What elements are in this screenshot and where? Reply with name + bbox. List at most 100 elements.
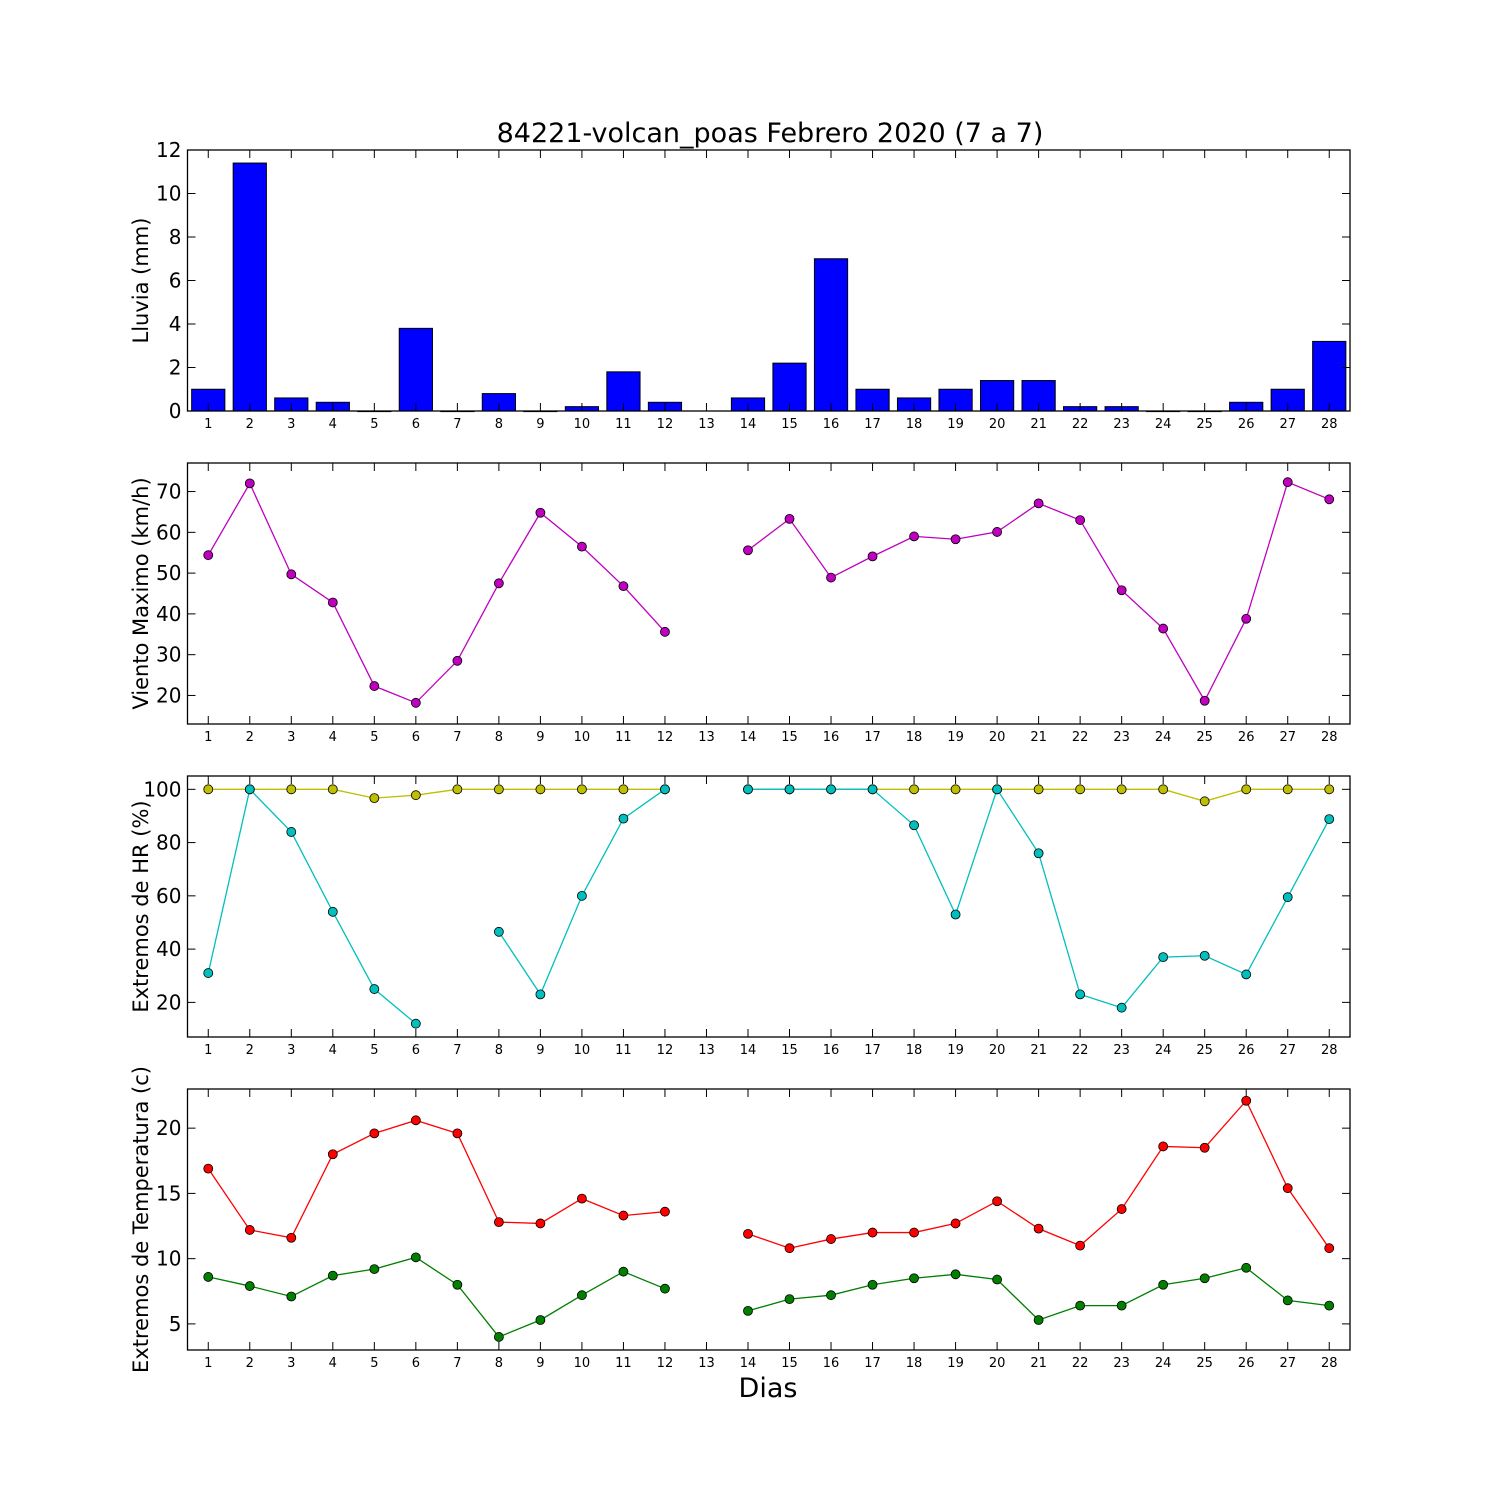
- x-tick-label: 7: [453, 730, 461, 745]
- humidity-series-1-point-3: [286, 827, 297, 837]
- wind-series-0-point-26: [1241, 613, 1252, 624]
- x-tick-label: 14: [740, 1043, 757, 1058]
- temperature-series-1-point-23: [1116, 1300, 1127, 1311]
- y-tick-label: 10: [156, 1247, 181, 1271]
- x-tick-label: 11: [615, 730, 632, 745]
- temperature-series-1-point-10: [577, 1290, 587, 1301]
- y-tick-label: 0: [169, 399, 182, 423]
- x-tick-label: 1: [204, 417, 212, 432]
- y-tick-label: 8: [169, 225, 182, 249]
- y-tick-label: 12: [156, 138, 181, 162]
- temperature-series-1-point-25: [1199, 1273, 1210, 1284]
- x-tick-label: 13: [698, 417, 715, 432]
- x-tick-label: 5: [370, 730, 378, 745]
- x-tick-label: 6: [412, 417, 420, 432]
- x-tick-label: 24: [1155, 730, 1172, 745]
- humidity-series-1-point-22: [1075, 989, 1086, 1000]
- x-tick-label: 8: [495, 1356, 503, 1371]
- x-tick-label: 4: [329, 417, 337, 432]
- wind-series-0-point-18: [909, 531, 919, 542]
- humidity-series-1-point-10: [577, 890, 587, 901]
- humidity-series-0-line: [208, 788, 665, 799]
- x-tick-label: 2: [246, 730, 254, 745]
- y-tick-label: 4: [169, 312, 182, 336]
- x-tick-label: 28: [1321, 1043, 1338, 1058]
- wind-series-0-point-1: [203, 550, 214, 561]
- temperature-series-1-point-24: [1158, 1279, 1169, 1290]
- wind-series-0-point-28: [1324, 494, 1335, 505]
- temperature-series-0-line: [207, 1119, 666, 1239]
- temperature-series-0-point-23: [1116, 1204, 1127, 1214]
- x-tick-label: 3: [287, 1356, 295, 1371]
- x-tick-label: 11: [615, 1356, 632, 1371]
- x-tick-label: 16: [823, 417, 840, 432]
- x-tick-label: 3: [287, 1043, 295, 1058]
- wind-series-0-point-20: [992, 527, 1002, 537]
- y-tick-label: 15: [156, 1181, 181, 1205]
- temperature-series-1-point-20: [992, 1274, 1002, 1285]
- x-tick-label: 8: [495, 730, 503, 745]
- x-tick-label: 14: [740, 730, 757, 745]
- x-tick-label: 20: [989, 730, 1006, 745]
- x-tick-label: 17: [864, 730, 881, 745]
- temperature-series-0-point-1: [203, 1163, 214, 1174]
- x-tick-label: 9: [536, 1043, 544, 1058]
- x-tick-label: 5: [370, 417, 378, 432]
- temperature-series-0-point-18: [909, 1227, 919, 1238]
- x-tick-label: 2: [246, 1356, 254, 1371]
- x-tick-label: 2: [246, 417, 254, 432]
- temperature-series-0-point-20: [992, 1196, 1002, 1207]
- humidity-series-1-point-28: [1324, 814, 1335, 825]
- x-tick-label: 27: [1279, 730, 1296, 745]
- x-tick-label: 15: [781, 1356, 798, 1371]
- temperature-series-0-point-3: [286, 1232, 297, 1243]
- temperature-series-0-point-12: [660, 1206, 670, 1217]
- x-tick-label: 22: [1072, 730, 1089, 745]
- wind-series-0-point-5: [369, 681, 380, 691]
- bar-day-28: [1312, 340, 1347, 412]
- x-tick-label: 23: [1113, 417, 1130, 432]
- x-tick-label: 16: [823, 730, 840, 745]
- temperature-series-1-point-7: [452, 1279, 463, 1290]
- temperature-series-0-point-24: [1158, 1141, 1169, 1152]
- temperature-series-1-point-3: [286, 1291, 297, 1302]
- x-tick-label: 21: [1030, 1043, 1047, 1058]
- humidity-series-1-point-16: [826, 784, 836, 795]
- temperature-series-1-point-2: [244, 1281, 255, 1291]
- x-tick-label: 17: [864, 1043, 881, 1058]
- rain-frame: [186, 149, 1351, 412]
- humidity-series-0-point-1: [203, 784, 214, 795]
- wind-series-0-point-22: [1075, 515, 1086, 525]
- x-tick-label: 12: [657, 730, 674, 745]
- humidity-series-1-point-23: [1116, 1002, 1127, 1013]
- temperature-series-0-point-10: [577, 1193, 587, 1204]
- humidity-series-0-point-28: [1324, 784, 1335, 795]
- temperature-series-1-point-18: [909, 1273, 919, 1284]
- wind-series-0-point-11: [618, 581, 629, 592]
- temperature-series-1-point-4: [327, 1270, 338, 1281]
- x-tick-label: 12: [657, 417, 674, 432]
- temperature-series-0-point-4: [327, 1149, 338, 1160]
- x-tick-label: 18: [906, 417, 923, 432]
- y-axis-label: Lluvia (mm): [129, 218, 153, 344]
- chart-title: 84221-volcan_poas Febrero 2020 (7 a 7): [497, 118, 1044, 149]
- y-tick-label: 60: [156, 884, 181, 908]
- humidity-series-0-point-10: [577, 784, 587, 795]
- x-tick-label: 1: [204, 1043, 212, 1058]
- x-tick-label: 3: [287, 417, 295, 432]
- bar-day-20: [979, 380, 1015, 412]
- humidity-series-0-point-25: [1199, 796, 1210, 807]
- x-tick-label: 16: [823, 1043, 840, 1058]
- wind-series-0-point-21: [1033, 498, 1044, 509]
- humidity-series-0-point-23: [1116, 784, 1127, 795]
- x-tick-label: 2: [246, 1043, 254, 1058]
- wind-series-0-point-8: [493, 578, 504, 589]
- temperature-series-1-point-11: [618, 1266, 629, 1277]
- x-tick-label: 10: [574, 1356, 591, 1371]
- x-tick-label: 15: [781, 730, 798, 745]
- x-tick-label: 9: [536, 1356, 544, 1371]
- wind-frame: [186, 462, 1351, 725]
- temperature-series-0-point-22: [1075, 1240, 1086, 1251]
- humidity-series-0-point-19: [950, 784, 961, 795]
- humidity-series-0-point-27: [1282, 784, 1293, 795]
